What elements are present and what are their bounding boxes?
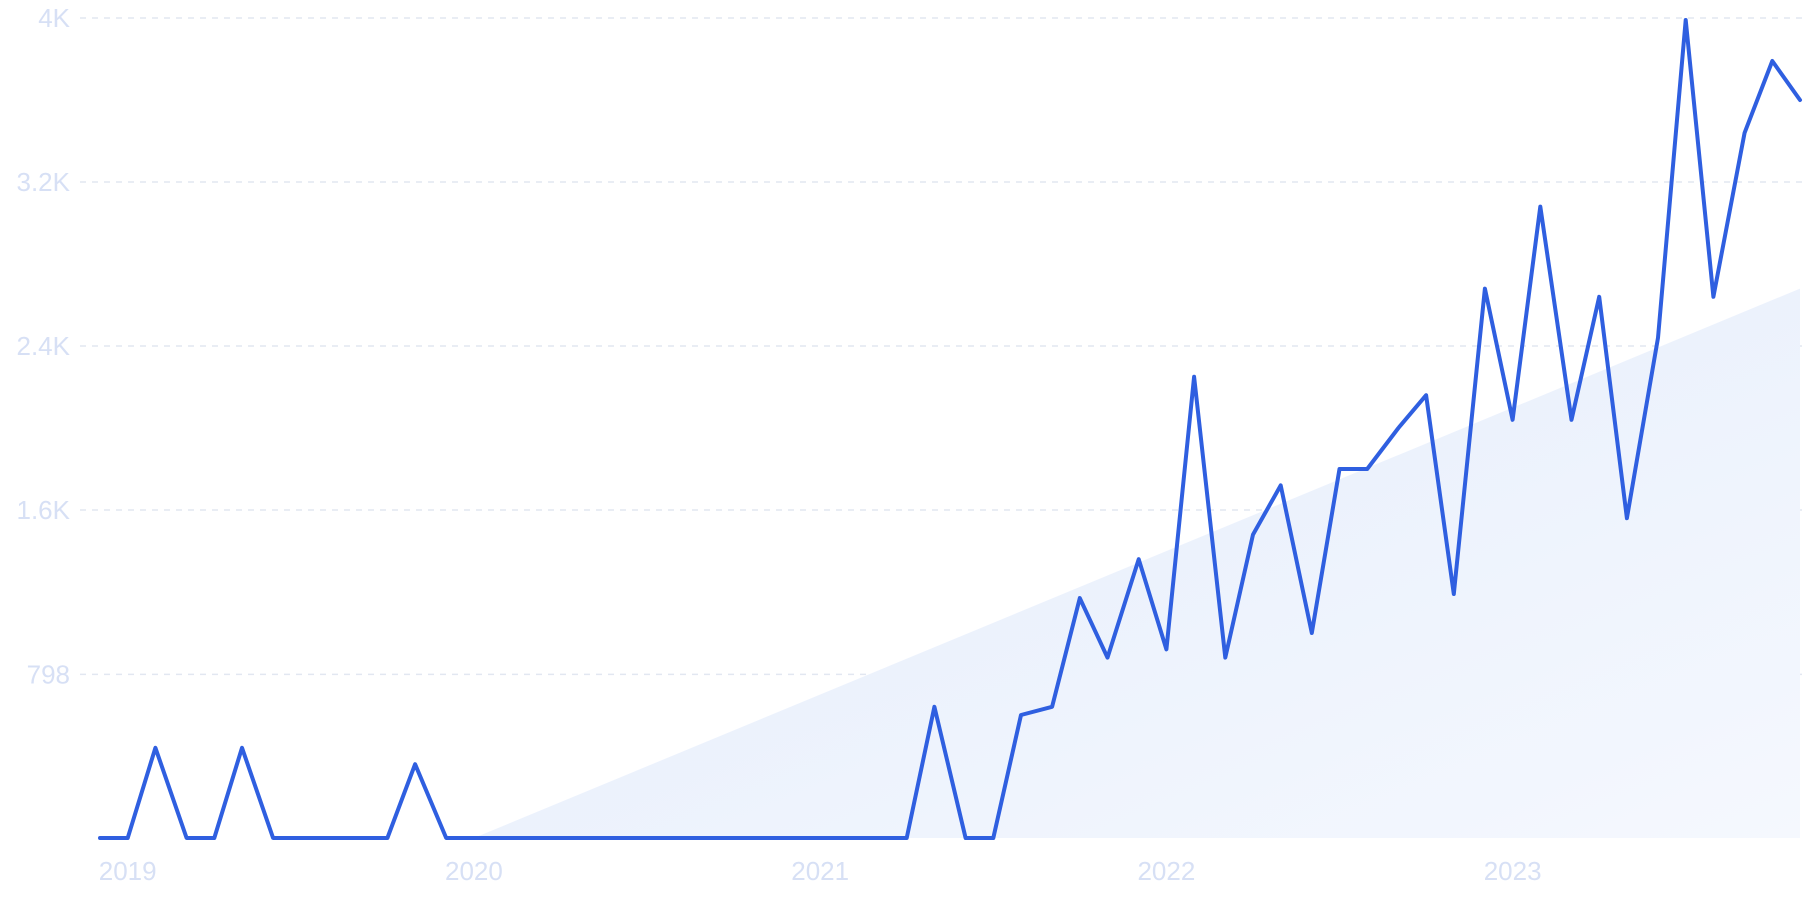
series-path: [98, 18, 1802, 840]
x-tick-label: 2019: [99, 856, 157, 886]
x-tick-label: 2023: [1484, 856, 1542, 886]
x-axis-labels: 2019 2020 2021 2022 2023: [99, 856, 1542, 886]
y-tick-label: 1.6K: [17, 495, 71, 525]
series-line: [98, 18, 1802, 840]
x-tick-label: 2021: [791, 856, 849, 886]
y-tick-label: 2.4K: [17, 331, 71, 361]
y-axis-labels: 798 1.6K 2.4K 3.2K 4K: [17, 3, 71, 689]
y-tick-label: 3.2K: [17, 167, 71, 197]
x-tick-label: 2022: [1137, 856, 1195, 886]
x-tick-label: 2020: [445, 856, 503, 886]
y-tick-label: 798: [27, 659, 70, 689]
y-tick-label: 4K: [38, 3, 70, 33]
